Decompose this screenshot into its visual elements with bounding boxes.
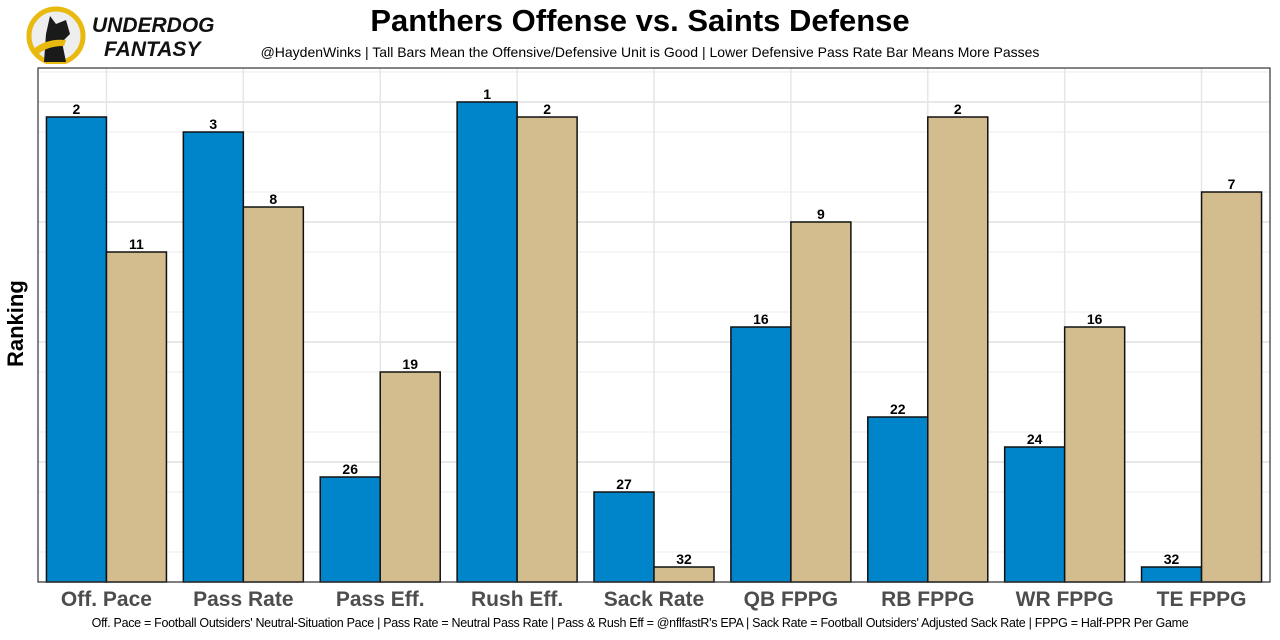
data-label: 2 — [543, 101, 551, 117]
x-tick-label: TE FPPG — [1157, 588, 1247, 611]
dog-logo-icon: UNDERDOG FANTASY — [26, 6, 215, 66]
data-label: 22 — [890, 401, 906, 417]
logo-line2: FANTASY — [104, 38, 202, 61]
x-tick-label: Pass Rate — [193, 588, 293, 611]
data-label: 1 — [483, 86, 491, 102]
data-label: 32 — [676, 551, 692, 567]
bar-defense — [1063, 326, 1126, 583]
bar-defense — [379, 371, 441, 583]
bar-offense — [867, 416, 929, 583]
data-label: 2 — [73, 101, 81, 117]
bar-offense — [319, 476, 381, 583]
chart-caption: Off. Pace = Football Outsiders' Neutral-… — [91, 616, 1189, 630]
bar-defense — [242, 206, 305, 583]
data-label: 8 — [269, 191, 277, 207]
data-label: 32 — [1164, 551, 1180, 567]
bar-defense — [927, 116, 989, 583]
x-tick-label: Off. Pace — [61, 588, 152, 611]
bar-defense — [1200, 191, 1263, 583]
data-label: 3 — [209, 116, 217, 132]
chart-subtitle: @HaydenWinks | Tall Bars Mean the Offens… — [260, 44, 1040, 60]
x-tick-label: QB FPPG — [744, 588, 839, 611]
data-label: 19 — [402, 356, 418, 372]
data-label: 24 — [1027, 431, 1043, 447]
data-label: 2 — [954, 101, 962, 117]
bar-offense — [1140, 566, 1203, 583]
chart-title: Panthers Offense vs. Saints Defense — [370, 3, 910, 38]
x-tick-label: Sack Rate — [604, 588, 704, 611]
bar-offense — [1003, 446, 1066, 583]
bar-defense — [105, 251, 168, 583]
bar-offense — [182, 131, 245, 583]
bar-defense — [516, 116, 578, 583]
data-label: 11 — [129, 236, 144, 252]
x-tick-label: RB FPPG — [881, 588, 974, 611]
x-tick-label: Rush Eff. — [471, 588, 563, 611]
data-label: 27 — [616, 476, 632, 492]
plot-border — [37, 67, 1271, 583]
bar-offense — [730, 326, 792, 583]
data-label: 16 — [1087, 311, 1103, 327]
bar-offense — [456, 101, 518, 583]
x-tick-label: WR FPPG — [1016, 588, 1114, 611]
underdog-fantasy-logo: UNDERDOG FANTASY — [26, 4, 256, 66]
logo-line1: UNDERDOG — [92, 14, 215, 37]
bar-defense — [653, 566, 715, 583]
data-label: 16 — [753, 311, 769, 327]
data-label: 7 — [1228, 176, 1236, 192]
bar-offense — [593, 491, 655, 583]
bar-defense — [790, 221, 852, 583]
x-tick-label: Pass Eff. — [336, 588, 425, 611]
bar-offense — [45, 116, 108, 583]
data-label: 26 — [342, 461, 358, 477]
data-label: 9 — [817, 206, 825, 222]
